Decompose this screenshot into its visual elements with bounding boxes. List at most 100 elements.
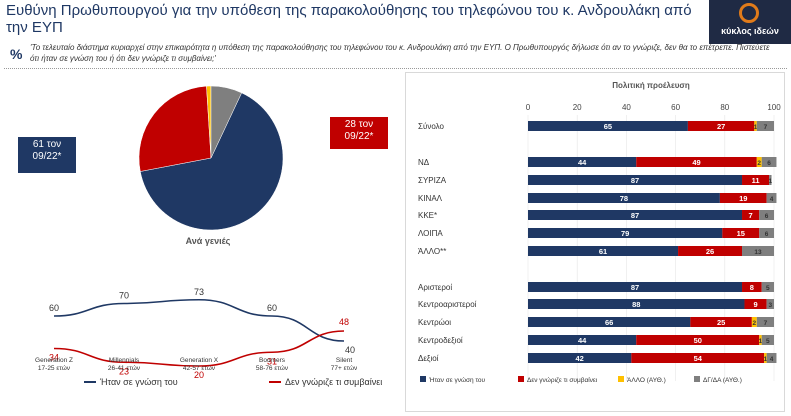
bar-segment [764,353,767,363]
legend-swatch [420,376,426,382]
bar-value-label: 65 [604,122,612,131]
bar-segment [528,299,745,309]
bar-value-label: 54 [694,354,703,363]
x-tick-label: Millennials 26-41 ετών [108,357,140,372]
bar-segment [528,121,688,131]
x-tick-label: Generation X 42-57 ετών [180,357,219,372]
bar-value-label: 8 [750,283,754,292]
x-tick-label-part: 17-25 ετών [38,364,70,372]
category-label: ΣΥΡΙΖΑ [418,176,447,185]
bar-segment [636,335,760,345]
bar-value-label: 6 [767,160,771,167]
x-tick-label: 20 [573,103,582,112]
data-label: 31 [267,356,277,366]
bar-segment [636,157,757,167]
bar-segment [528,210,743,220]
data-label: 20 [194,370,204,380]
category-label: ΆΛΛΟ** [418,247,446,256]
bar-value-label: 4 [770,196,774,203]
legend-swatch [618,376,624,382]
bar-value-label: 11 [752,176,760,185]
bar-segment [719,193,767,203]
line-series [53,298,345,342]
bar-value-label: 7 [764,124,768,131]
bar-segment [631,353,765,363]
bar-value-label: 78 [620,194,628,203]
bar-value-label: 6 [765,231,769,238]
x-tick-label: Silent 77+ ετών [331,357,358,372]
x-tick-label-part: Generation Z [35,357,73,364]
bar-segment [528,317,691,327]
bar-segment [766,193,777,203]
bar-segment [528,157,637,167]
bar-value-label: 7 [764,320,768,327]
bar-value-label: 50 [694,336,702,345]
data-label: 40 [345,345,355,355]
callout-not-knew: 28 τον 09/22* [330,117,388,149]
data-label: 60 [267,303,277,313]
survey-question: 'Το τελευταίο διάστημα κυριαρχεί στην επ… [30,43,770,63]
bar-segment [751,317,757,327]
bar-value-label: 42 [575,354,583,363]
bar-segment [761,157,777,167]
bar-segment [756,317,774,327]
bar-value-label: 13 [754,249,762,256]
bar-segment [528,228,723,238]
x-tick-label: Boomers 58-76 ετών [256,357,288,372]
legend-label: ΆΛΛΟ (ΑΥΘ.) [627,377,666,384]
data-label: 34 [49,353,59,363]
generations-line-chart: 60 70 73 60 40 34 23 20 31 48 Generation Z 17-25 ετ… [35,287,382,387]
category-label: ΛΟΙΠΑ [418,229,443,238]
bar-value-label: 15 [737,229,745,238]
bar-segment [756,121,774,131]
data-label: 23 [119,366,129,376]
bar-value-label: 88 [632,300,640,309]
bar-segment [754,121,757,131]
bar-value-label: 1 [754,124,758,131]
bar-value-label: 44 [578,158,587,167]
bar-segment [528,282,743,292]
x-tick-label-part: 77+ ετών [331,364,358,372]
bar-value-label: 1 [759,338,763,345]
bar-value-label: 27 [717,122,725,131]
x-tick-label-part: Boomers [259,357,286,364]
bar-value-label: 87 [631,176,639,185]
bar-segment [759,335,762,345]
x-tick-label-part: 58-76 ετών [256,364,288,372]
bar-segment [742,246,774,256]
logo-ring-icon [739,3,759,23]
bar-value-label: 9 [753,300,757,309]
bar-segment [528,175,743,185]
legend-swatch [694,376,700,382]
x-tick-label-part: Generation X [180,357,219,364]
data-label: 60 [49,303,59,313]
bar-segment [687,121,755,131]
bar-value-label: 87 [631,211,639,220]
bar-segment [769,175,772,185]
bar-segment [759,210,774,220]
bar-segment [742,210,760,220]
bar-value-label: 7 [749,211,753,220]
x-tick-label: 80 [720,103,729,112]
category-label: Κεντρώοι [418,318,451,327]
category-label: ΚΙΝΑΛ [418,194,443,203]
category-label: ΚΚΕ* [418,211,437,220]
bar-segment [766,353,777,363]
bar-segment [742,282,762,292]
category-label: Κεντροδεξιοί [418,336,463,345]
bar-segment [761,335,774,345]
data-label: 73 [194,287,204,297]
x-tick-label: 60 [671,103,680,112]
political-origin-panel: Πολιτική προέλευση 0 20 40 60 80 100 Σύνολο 65 27… [405,72,785,412]
legend-label: Ήταν σε γνώση του [99,377,178,387]
data-label: 70 [119,291,129,301]
bar-segment [528,353,632,363]
pie-slice [138,85,212,172]
category-label: Αριστεροί [418,283,452,292]
x-tick-label-part: 42-57 ετών [183,364,215,372]
bar-segment [744,299,767,309]
bar-value-label: 6 [765,213,769,220]
pie-slice [139,92,284,231]
bar-segment [528,335,637,345]
